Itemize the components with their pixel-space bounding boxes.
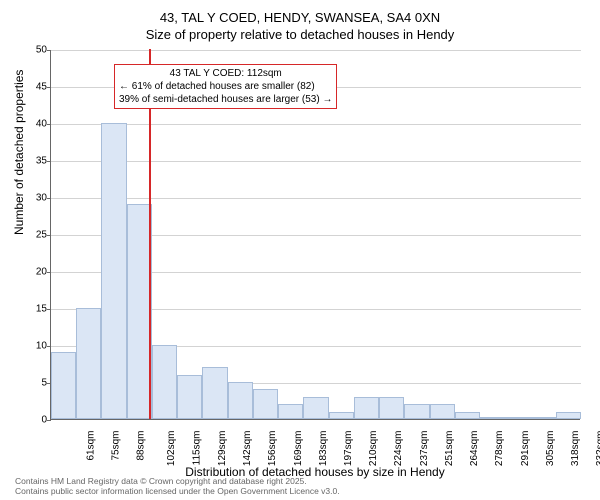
xtick-label: 318sqm xyxy=(570,431,581,467)
histogram-bar xyxy=(228,382,253,419)
xtick-label: 129sqm xyxy=(217,431,228,467)
chart-title-line2: Size of property relative to detached ho… xyxy=(0,25,600,42)
histogram-bar xyxy=(480,417,505,419)
xtick-label: 237sqm xyxy=(419,431,430,467)
y-axis-label: Number of detached properties xyxy=(12,70,26,235)
xtick-label: 156sqm xyxy=(267,431,278,467)
histogram-bar xyxy=(505,417,530,419)
histogram-bar xyxy=(152,345,177,419)
gridline xyxy=(51,124,581,125)
histogram-bar xyxy=(177,375,202,419)
ytick-label: 40 xyxy=(29,119,47,130)
histogram-bar xyxy=(202,367,227,419)
gridline xyxy=(51,50,581,51)
xtick-label: 142sqm xyxy=(242,431,253,467)
gridline xyxy=(51,161,581,162)
ytick-label: 50 xyxy=(29,45,47,56)
histogram-bar xyxy=(354,397,379,419)
ytick-label: 35 xyxy=(29,156,47,167)
xtick-label: 75sqm xyxy=(110,431,121,461)
chart-area: 0510152025303540455061sqm75sqm88sqm102sq… xyxy=(50,50,580,420)
histogram-bar xyxy=(531,417,556,419)
ytick-label: 5 xyxy=(29,378,47,389)
annotation-line2: ← 61% of detached houses are smaller (82… xyxy=(119,80,332,93)
footnote-line2: Contains public sector information licen… xyxy=(15,487,340,497)
xtick-label: 291sqm xyxy=(520,431,531,467)
ytick-mark xyxy=(47,235,51,236)
annotation-line3: 39% of semi-detached houses are larger (… xyxy=(119,93,332,106)
ytick-mark xyxy=(47,272,51,273)
annotation-box: 43 TAL Y COED: 112sqm ← 61% of detached … xyxy=(114,64,337,109)
xtick-label: 169sqm xyxy=(293,431,304,467)
histogram-bar xyxy=(303,397,328,419)
ytick-mark xyxy=(47,161,51,162)
annotation-line1: 43 TAL Y COED: 112sqm xyxy=(119,67,332,80)
ytick-mark xyxy=(47,309,51,310)
xtick-label: 305sqm xyxy=(545,431,556,467)
histogram-bar xyxy=(101,123,126,419)
ytick-mark xyxy=(47,87,51,88)
histogram-bar xyxy=(76,308,101,419)
ytick-mark xyxy=(47,124,51,125)
xtick-label: 61sqm xyxy=(85,431,96,461)
xtick-label: 210sqm xyxy=(368,431,379,467)
histogram-bar xyxy=(404,404,429,419)
histogram-bar xyxy=(329,412,354,419)
xtick-label: 115sqm xyxy=(191,431,202,466)
ytick-label: 30 xyxy=(29,193,47,204)
footnote: Contains HM Land Registry data © Crown c… xyxy=(15,477,340,497)
histogram-bar xyxy=(253,389,278,419)
ytick-label: 25 xyxy=(29,230,47,241)
histogram-bar xyxy=(127,204,152,419)
xtick-label: 251sqm xyxy=(444,431,455,467)
ytick-label: 15 xyxy=(29,304,47,315)
histogram-bar xyxy=(455,412,480,419)
xtick-label: 88sqm xyxy=(136,431,147,461)
ytick-label: 0 xyxy=(29,415,47,426)
xtick-label: 102sqm xyxy=(166,431,177,467)
ytick-mark xyxy=(47,50,51,51)
xtick-label: 278sqm xyxy=(495,431,506,467)
histogram-bar xyxy=(278,404,303,419)
xtick-label: 264sqm xyxy=(469,431,480,467)
chart-title-line1: 43, TAL Y COED, HENDY, SWANSEA, SA4 0XN xyxy=(0,0,600,25)
xtick-label: 197sqm xyxy=(343,431,354,467)
xtick-label: 183sqm xyxy=(318,431,329,467)
ytick-label: 45 xyxy=(29,82,47,93)
xtick-label: 332sqm xyxy=(595,431,600,467)
histogram-bar xyxy=(430,404,455,419)
histogram-bar xyxy=(556,412,581,419)
ytick-mark xyxy=(47,198,51,199)
ytick-mark xyxy=(47,346,51,347)
xtick-label: 224sqm xyxy=(394,431,405,467)
ytick-mark xyxy=(47,420,51,421)
ytick-label: 10 xyxy=(29,341,47,352)
histogram-bar xyxy=(379,397,404,419)
ytick-label: 20 xyxy=(29,267,47,278)
gridline xyxy=(51,198,581,199)
histogram-bar xyxy=(51,352,76,419)
